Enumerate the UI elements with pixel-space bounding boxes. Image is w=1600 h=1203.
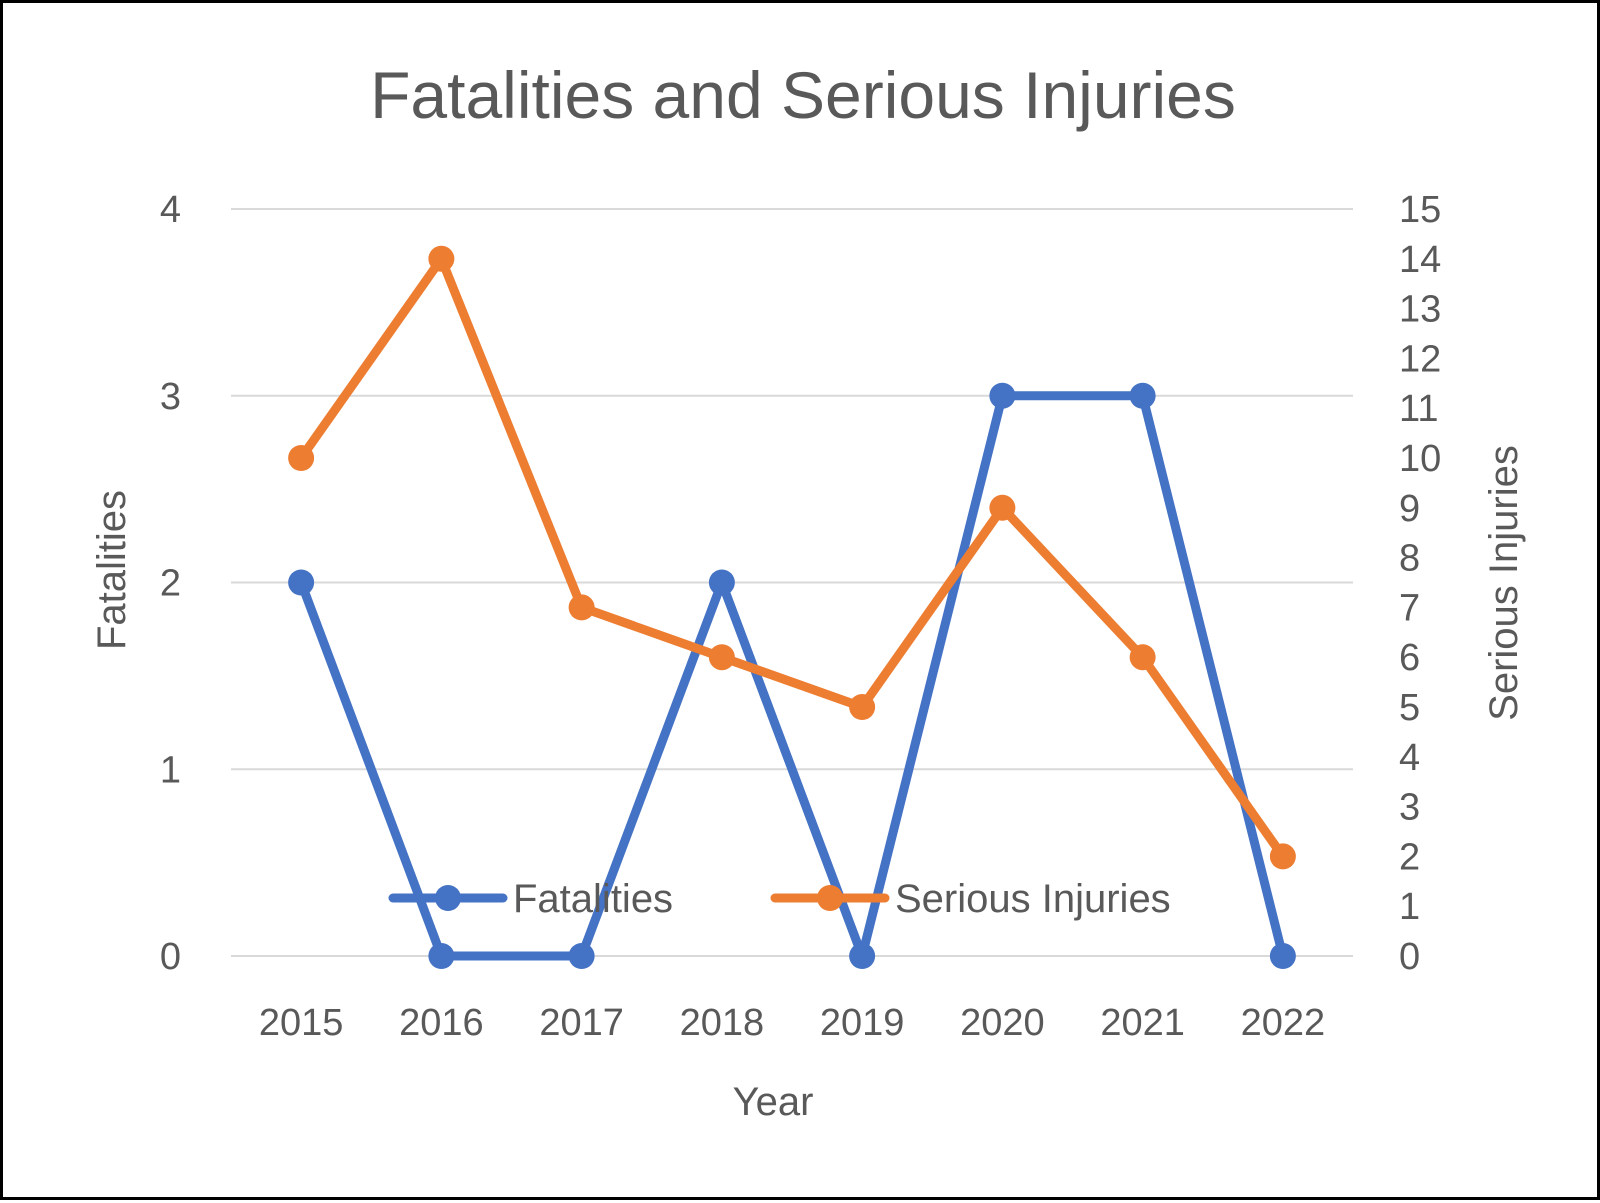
data-point-serious-injuries <box>708 644 735 671</box>
y2-tick-label: 5 <box>1399 687 1420 729</box>
y2-tick-label: 10 <box>1399 438 1441 480</box>
y2-tick-label: 14 <box>1399 239 1441 281</box>
data-point-serious-injuries <box>428 245 455 272</box>
y2-tick-label: 0 <box>1399 936 1420 978</box>
data-point-serious-injuries <box>1269 843 1296 870</box>
x-axis-ticks: 2015 2016 2017 2018 2019 2020 2021 2022 <box>259 1002 1325 1044</box>
data-point-serious-injuries <box>849 694 876 720</box>
legend-item-serious-injuries: Serious Injuries <box>770 877 1171 921</box>
series-fatalities <box>288 382 1296 969</box>
x-tick-label: 2020 <box>960 1002 1045 1044</box>
y2-tick-label: 1 <box>1399 886 1420 928</box>
y2-tick-label: 11 <box>1399 388 1438 430</box>
x-tick-label: 2021 <box>1100 1002 1185 1044</box>
y-tick-label: 3 <box>160 376 181 418</box>
chart-title: Fatalities and Serious Injuries <box>370 58 1236 132</box>
x-tick-label: 2017 <box>539 1002 624 1044</box>
y2-tick-label: 8 <box>1399 538 1420 580</box>
data-point-serious-injuries <box>989 494 1016 521</box>
y2-tick-label: 15 <box>1399 189 1441 231</box>
series-serious-injuries <box>288 245 1296 870</box>
data-point-fatalities <box>849 943 876 969</box>
x-tick-label: 2018 <box>680 1002 765 1044</box>
x-tick-label: 2015 <box>259 1002 344 1044</box>
y2-tick-label: 6 <box>1399 637 1420 679</box>
y-axis-title: Fatalities <box>90 490 134 650</box>
legend-item-fatalities: Fatalities <box>388 877 673 921</box>
y-tick-label: 2 <box>160 563 181 605</box>
x-tick-label: 2019 <box>820 1002 905 1044</box>
y2-tick-label: 4 <box>1399 737 1420 779</box>
series-line-fatalities <box>296 391 1288 961</box>
data-point-fatalities <box>1129 382 1156 409</box>
data-point-fatalities <box>989 382 1016 409</box>
gridlines <box>231 208 1353 957</box>
y2-tick-label: 2 <box>1399 836 1420 878</box>
y2-axis-title: Serious Injuries <box>1482 445 1526 721</box>
data-point-serious-injuries <box>288 445 315 471</box>
left-axis-ticks: 0 1 2 3 4 <box>160 189 181 978</box>
y-tick-label: 0 <box>160 936 181 978</box>
y2-tick-label: 3 <box>1399 787 1420 829</box>
legend-swatch-marker <box>817 885 843 911</box>
y2-tick-label: 7 <box>1399 587 1420 629</box>
x-tick-label: 2016 <box>399 1002 484 1044</box>
x-axis-title: Year <box>733 1080 814 1124</box>
legend-label: Serious Injuries <box>895 877 1171 921</box>
y2-tick-label: 13 <box>1399 289 1441 331</box>
y-tick-label: 4 <box>160 189 181 231</box>
legend: Fatalities Serious Injuries <box>388 877 1171 921</box>
legend-swatch-marker <box>435 885 461 911</box>
series-layer <box>288 245 1296 969</box>
data-point-fatalities <box>288 569 315 596</box>
data-point-fatalities <box>708 569 735 596</box>
y2-tick-label: 12 <box>1399 338 1441 380</box>
x-tick-label: 2022 <box>1241 1002 1326 1044</box>
data-point-fatalities <box>428 943 455 969</box>
y2-tick-label: 9 <box>1399 488 1420 530</box>
data-point-fatalities <box>568 943 595 969</box>
y-tick-label: 1 <box>160 749 181 791</box>
data-point-serious-injuries <box>568 594 595 621</box>
series-line-serious-injuries <box>296 254 1288 861</box>
legend-label: Fatalities <box>513 877 673 921</box>
data-point-serious-injuries <box>1129 644 1156 671</box>
data-point-fatalities <box>1269 943 1296 969</box>
